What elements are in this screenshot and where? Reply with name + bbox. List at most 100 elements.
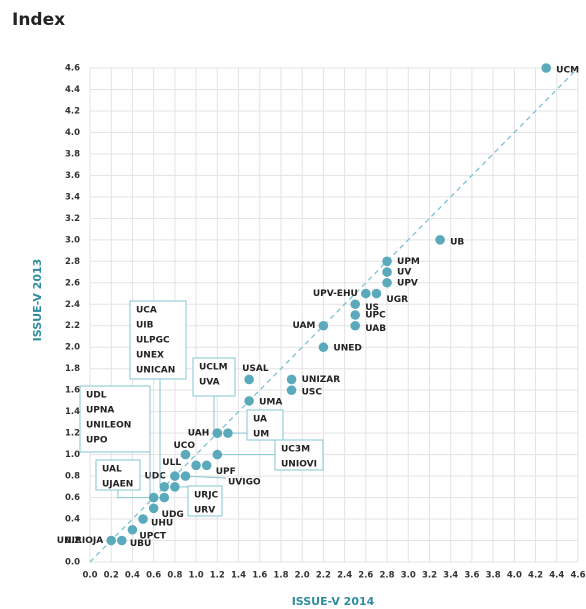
x-tick-label: 3.4 xyxy=(443,571,458,581)
point-label: UAM xyxy=(292,321,315,331)
point-label: UM xyxy=(253,430,269,440)
point-label: UHU xyxy=(151,519,173,529)
y-axis-label: ISSUE-V 2013 xyxy=(31,259,44,342)
point xyxy=(286,385,297,395)
connector xyxy=(117,490,154,499)
point-label: UB xyxy=(450,237,464,247)
point xyxy=(382,267,392,277)
reference-line xyxy=(89,67,579,563)
point xyxy=(244,396,254,406)
point-label: UNEX xyxy=(136,351,164,361)
x-tick-label: 1.6 xyxy=(252,571,267,581)
y-tick-label: 3.0 xyxy=(65,235,80,245)
x-tick-label: 4.4 xyxy=(549,571,564,581)
point-label: UAL xyxy=(102,465,122,475)
point-label: UPNA xyxy=(86,406,114,416)
x-tick-label: 4.2 xyxy=(528,571,543,581)
x-tick-label: 0.4 xyxy=(125,571,140,581)
point-label: UV xyxy=(397,268,411,278)
point-label: UPV-EHU xyxy=(313,289,358,299)
x-tick-label: 1.8 xyxy=(273,571,288,581)
y-tick-label: 0.2 xyxy=(65,536,80,546)
point-label: UPM xyxy=(397,257,420,267)
point-label: UDL xyxy=(86,391,107,401)
y-tick-label: 4.6 xyxy=(65,64,80,74)
y-tick-label: 1.0 xyxy=(65,450,80,460)
x-tick-label: 3.6 xyxy=(464,571,479,581)
x-tick-label: 0.0 xyxy=(82,571,97,581)
point xyxy=(382,277,392,288)
x-tick-label: 2.6 xyxy=(358,571,373,581)
y-tick-label: 2.6 xyxy=(65,278,80,288)
x-tick-label: 1.4 xyxy=(231,571,246,581)
point-label: UPC xyxy=(365,311,386,321)
point xyxy=(138,514,148,524)
x-tick-label: 1.2 xyxy=(210,571,225,581)
y-tick-label: 3.8 xyxy=(65,149,80,159)
point-label: USC xyxy=(302,388,323,398)
point-label: UGR xyxy=(386,295,408,305)
point-label: UAH xyxy=(188,429,210,439)
point-label: UCA xyxy=(136,306,157,316)
y-tick-label: 4.0 xyxy=(65,128,80,138)
y-tick-label: 1.2 xyxy=(65,429,80,439)
point-label: UPF xyxy=(216,467,236,477)
point xyxy=(127,524,138,535)
point-label: UCLM xyxy=(199,363,228,373)
point xyxy=(212,449,223,460)
y-tick-label: 0.6 xyxy=(65,493,80,503)
point xyxy=(382,256,392,267)
x-tick-label: 4.0 xyxy=(507,571,522,581)
point xyxy=(201,460,212,471)
point-label: UC3M xyxy=(281,445,310,455)
point xyxy=(361,288,371,299)
x-tick-label: 0.6 xyxy=(146,571,161,581)
x-tick-label: 0.8 xyxy=(167,571,182,581)
y-tick-label: 4.4 xyxy=(65,85,80,95)
point xyxy=(244,374,254,385)
y-tick-label: 1.6 xyxy=(65,386,80,396)
point-label: UCO xyxy=(173,441,195,451)
point xyxy=(541,63,551,73)
x-tick-label: 3.0 xyxy=(401,571,416,581)
y-tick-label: 3.4 xyxy=(65,192,80,202)
point-label: ULPGC xyxy=(136,336,170,346)
x-tick-label: 1.0 xyxy=(189,571,204,581)
point-label: UPV xyxy=(397,278,418,288)
point xyxy=(350,299,361,310)
y-tick-label: 0.8 xyxy=(65,472,80,482)
point xyxy=(212,428,223,438)
point-label: URV xyxy=(194,506,215,516)
point-label: UNIOVI xyxy=(281,460,317,470)
x-tick-label: 2.0 xyxy=(295,571,310,581)
point xyxy=(286,374,297,385)
point-label: UAB xyxy=(365,324,386,334)
x-tick-label: 3.2 xyxy=(422,571,437,581)
point xyxy=(148,503,159,514)
label-box xyxy=(274,439,324,471)
y-tick-label: 0.0 xyxy=(65,558,80,568)
point-label: ULL xyxy=(162,458,181,468)
point xyxy=(223,428,233,438)
point xyxy=(148,492,159,503)
point-label: UNED xyxy=(333,344,361,354)
label-box xyxy=(129,300,187,380)
point-label: UPCT xyxy=(139,531,167,541)
connector xyxy=(217,452,276,456)
point-label: UNIRIOJA xyxy=(57,536,103,546)
x-tick-label: 4.6 xyxy=(570,571,585,581)
y-tick-label: 2.0 xyxy=(65,343,80,353)
point-label: UPO xyxy=(86,436,108,446)
point-label: UVA xyxy=(199,378,220,388)
x-tick-label: 2.4 xyxy=(337,571,352,581)
label-box xyxy=(79,385,151,453)
point xyxy=(180,449,191,460)
point xyxy=(180,471,191,481)
point-label: UMA xyxy=(259,397,282,407)
label-box xyxy=(246,409,284,441)
x-tick-label: 0.2 xyxy=(104,571,119,581)
point-label: UNIZAR xyxy=(302,375,341,385)
point-label: UNICAN xyxy=(136,366,175,376)
point xyxy=(191,460,201,471)
